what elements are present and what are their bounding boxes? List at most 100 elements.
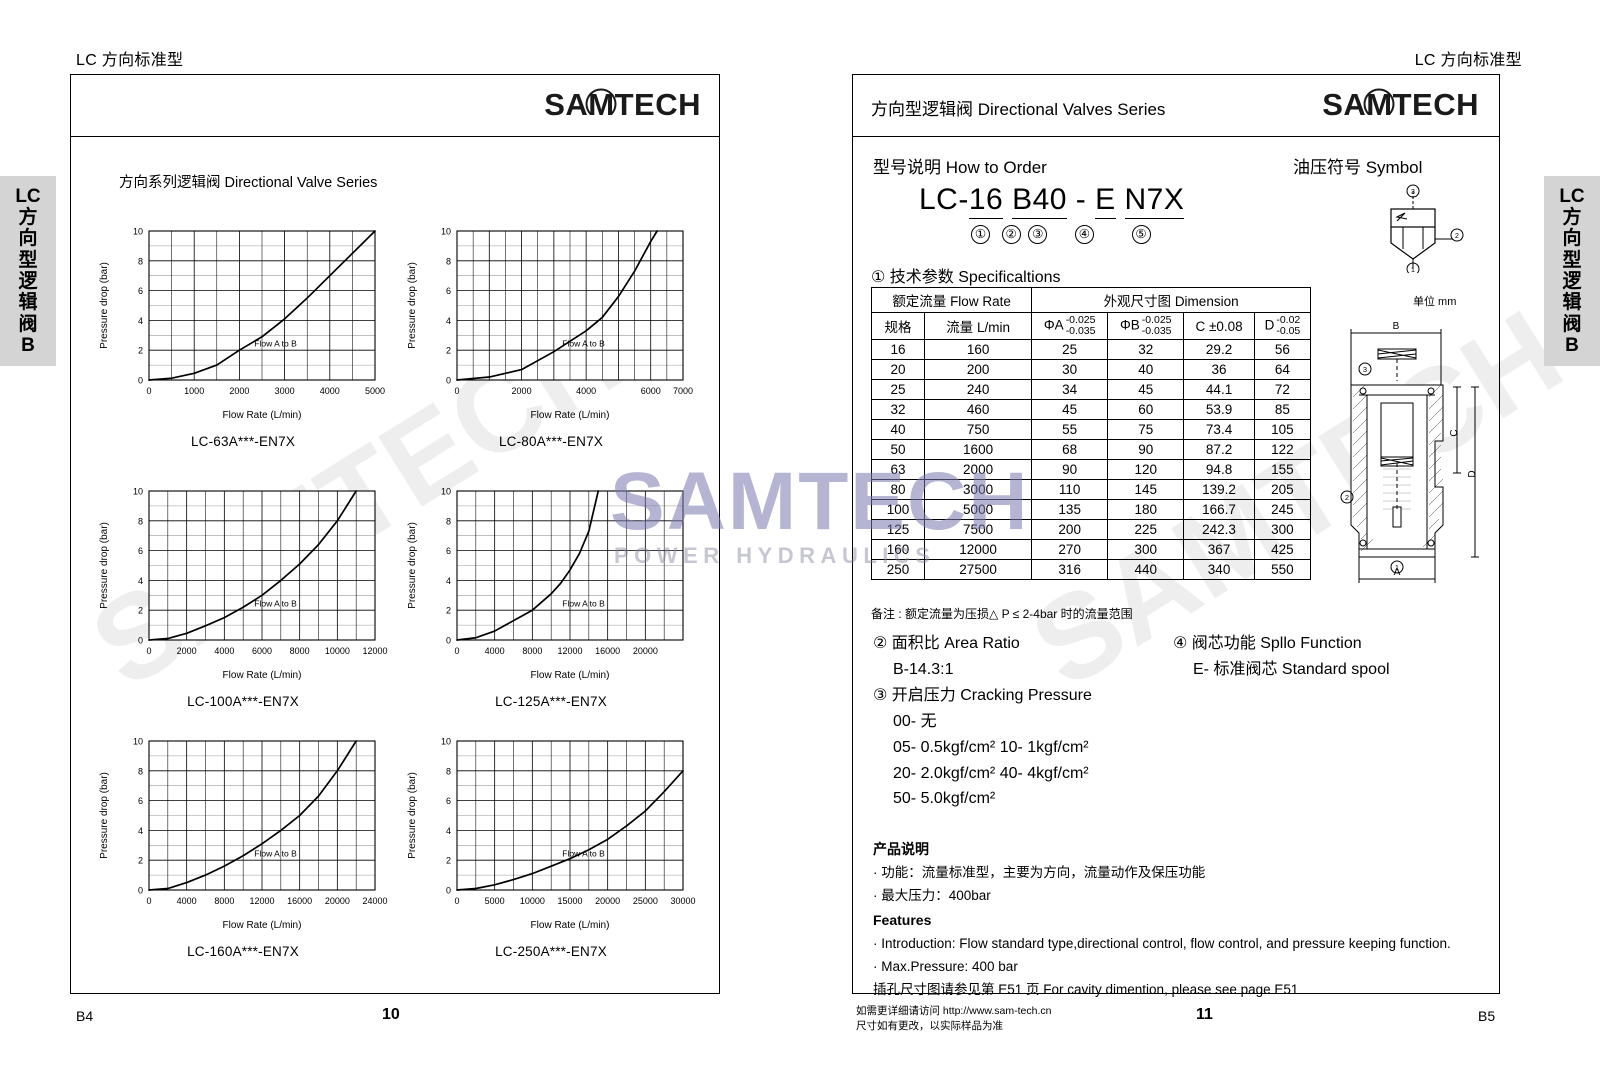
cracking-pressure-line-3: 20- 2.0kgf/cm² 40- 4kgf/cm² xyxy=(873,761,1092,787)
spec-col-name: D xyxy=(1264,317,1275,333)
svg-text:Pressure drop (bar): Pressure drop (bar) xyxy=(407,522,418,609)
svg-text:Flow Rate (L/min): Flow Rate (L/min) xyxy=(223,670,302,681)
spec-cell: 20 xyxy=(871,359,925,381)
spec-cell: 340 xyxy=(1183,559,1255,581)
spec-col-tolerance: -0.02 -0.05 xyxy=(1276,314,1301,338)
brand-r-part1: SA xyxy=(1322,87,1367,122)
spec-table-row: 100 5000 135 180 166.7 245 xyxy=(871,499,1312,521)
spec-col-name: ΦB xyxy=(1119,317,1140,333)
spec-cell: 36 xyxy=(1183,359,1255,381)
svg-text:6: 6 xyxy=(446,546,451,556)
spec-cell: 145 xyxy=(1107,479,1185,501)
spec-cell: 100 xyxy=(871,499,925,521)
side-tab-line-2: 方 xyxy=(18,207,38,229)
spec-cell: 75 xyxy=(1107,419,1185,441)
svg-text:0: 0 xyxy=(138,376,143,386)
features-cn-line-2: · 最大压力：400bar xyxy=(873,888,991,904)
svg-text:Flow Rate (L/min): Flow Rate (L/min) xyxy=(531,410,610,421)
svg-text:0: 0 xyxy=(454,386,459,396)
spec-cell: 32 xyxy=(1107,339,1185,361)
spec-col-header-2: 流量 L/min xyxy=(923,311,1033,341)
spec-cell: 270 xyxy=(1031,539,1109,561)
performance-chart-6: 0 2 4 6 8 10 0 5000 10000 15000 20000 25000 30000 Flo… xyxy=(401,725,701,960)
spec-cell: 12000 xyxy=(923,539,1033,561)
spec-cell: 105 xyxy=(1253,419,1312,441)
spec-group-header-row: 额定流量 Flow Rate 外观尺寸图 Dimension xyxy=(870,287,1311,313)
spec-cell: 32 xyxy=(871,399,925,421)
side-tab-r-line-1: LC xyxy=(1559,185,1585,207)
spec-cell: 40 xyxy=(1107,359,1185,381)
svg-text:0: 0 xyxy=(138,636,143,646)
order-code-dash: - xyxy=(1075,183,1087,216)
side-tab-r-line-6: 辑 xyxy=(1562,292,1582,314)
svg-text:0: 0 xyxy=(146,386,151,396)
performance-chart-4: 0 2 4 6 8 10 0 4000 8000 12000 16000 20000 Flow Rate… xyxy=(401,475,701,709)
svg-text:2000: 2000 xyxy=(177,646,197,656)
spec-table-row: 250 27500 316 440 340 550 xyxy=(871,559,1312,581)
spec-cell: 90 xyxy=(1107,439,1185,461)
spec-cell: 240 xyxy=(923,379,1033,401)
order-code-part-5: N7X xyxy=(1124,183,1185,219)
side-tab-line-4: 型 xyxy=(18,249,38,271)
chart-caption-4: LC-125A***-EN7X xyxy=(495,694,607,709)
svg-text:0: 0 xyxy=(454,896,459,906)
svg-text:12000: 12000 xyxy=(249,896,274,906)
footer-url-line[interactable]: 如需更详细请访问 http://www.sam-tech.cn xyxy=(856,1005,1052,1017)
svg-text:Flow Rate (L/min): Flow Rate (L/min) xyxy=(531,670,610,681)
side-tab-line-6: 辑 xyxy=(18,292,38,314)
svg-text:2: 2 xyxy=(446,346,451,356)
svg-text:2000: 2000 xyxy=(229,386,249,396)
svg-text:4: 4 xyxy=(138,576,143,586)
performance-chart-5: 0 2 4 6 8 10 0 4000 8000 12000 16000 20000 24000 Flow… xyxy=(93,725,393,960)
brand-logo: SAMTECH xyxy=(544,87,701,123)
spec-table-row: 160 12000 270 300 367 425 xyxy=(871,539,1312,561)
svg-text:8: 8 xyxy=(138,516,143,526)
side-tab-r-line-3: 向 xyxy=(1562,228,1582,250)
svg-text:10: 10 xyxy=(441,227,451,237)
svg-text:Pressure drop (bar): Pressure drop (bar) xyxy=(99,772,110,859)
svg-text:0: 0 xyxy=(446,376,451,386)
symbol-label: 油压符号 Symbol xyxy=(1293,158,1423,177)
footer-right-note: 如需更详细请访问 http://www.sam-tech.cn 尺寸如有更改，以… xyxy=(856,1004,1051,1034)
spec-cell: 139.2 xyxy=(1183,479,1255,501)
spec-cell: 160 xyxy=(871,539,925,561)
order-marker-3: ③ xyxy=(1028,225,1048,244)
spec-cell: 367 xyxy=(1183,539,1255,561)
right-page-title: 方向型逻辑阀 Directional Valves Series xyxy=(871,100,1166,119)
features-en-line-2: · Max.Pressure: 400 bar xyxy=(873,959,1018,975)
spec-cell: 316 xyxy=(1031,559,1109,581)
svg-text:2: 2 xyxy=(138,606,143,616)
spec-cell: 160 xyxy=(923,339,1033,361)
svg-text:Flow Rate (L/min): Flow Rate (L/min) xyxy=(223,920,302,931)
svg-text:30000: 30000 xyxy=(670,896,695,906)
spec-cell: 245 xyxy=(1253,499,1312,521)
performance-chart-2: 0 2 4 6 8 10 0 2000 4000 6000 7000 Flow Rate (L/min… xyxy=(401,215,701,450)
spec-cell: 440 xyxy=(1107,559,1185,581)
svg-text:0: 0 xyxy=(146,646,151,656)
side-tab-line-7: 阀 xyxy=(18,313,38,335)
svg-text:4: 4 xyxy=(446,316,451,326)
svg-text:4000: 4000 xyxy=(214,646,234,656)
svg-text:Flow A to B: Flow A to B xyxy=(562,598,605,608)
svg-text:16000: 16000 xyxy=(595,646,620,656)
svg-text:Flow Rate (L/min): Flow Rate (L/min) xyxy=(223,410,302,421)
performance-chart-3: 0 2 4 6 8 10 0 2000 4000 6000 8000 10000 12000 Flow R… xyxy=(93,475,393,710)
svg-text:8: 8 xyxy=(446,516,451,526)
brand-ring-icon-right: M xyxy=(1366,87,1393,122)
spec-cell: 25 xyxy=(1031,339,1109,361)
spec-cell: 125 xyxy=(871,519,925,541)
svg-text:4000: 4000 xyxy=(177,896,197,906)
svg-text:6000: 6000 xyxy=(252,646,272,656)
spec-cell: 68 xyxy=(1031,439,1109,461)
spec-cell: 155 xyxy=(1253,459,1312,481)
cracking-pressure-line-4: 50- 5.0kgf/cm² xyxy=(873,786,1092,812)
spec-col-header-4: ΦB -0.025 -0.035 xyxy=(1107,311,1185,341)
spec-cell: 27500 xyxy=(923,559,1033,581)
features-cn-line-1: · 功能：流量标准型，主要为方向，流量动作及保压功能 xyxy=(873,865,1206,881)
svg-text:4: 4 xyxy=(138,826,143,836)
svg-text:20000: 20000 xyxy=(325,896,350,906)
spec-cell: 87.2 xyxy=(1183,439,1255,461)
spec-table-body: 16 160 25 32 29.2 56 20 200 30 40 36 64 25 240 34 45 44.… xyxy=(871,339,1312,581)
order-marker-2: ② xyxy=(1001,225,1021,244)
